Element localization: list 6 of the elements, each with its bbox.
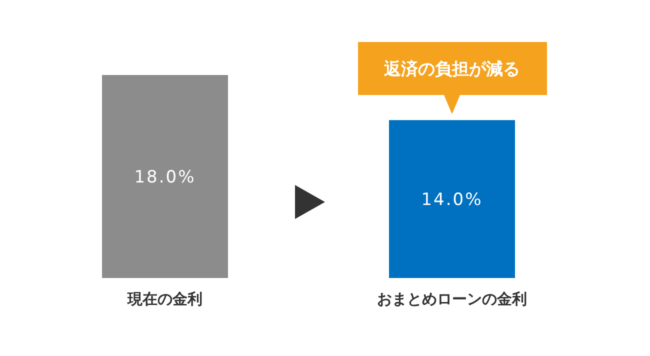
x-tick-label: 現在の金利 [126,290,202,308]
data-label: 18.0% [134,168,196,188]
callout: 返済の負担が減る [358,42,547,114]
data-label: 14.0% [421,190,483,210]
annotation: 返済の負担が減る [383,60,520,80]
x-tick-label: おまとめローンの金利 [377,290,527,308]
